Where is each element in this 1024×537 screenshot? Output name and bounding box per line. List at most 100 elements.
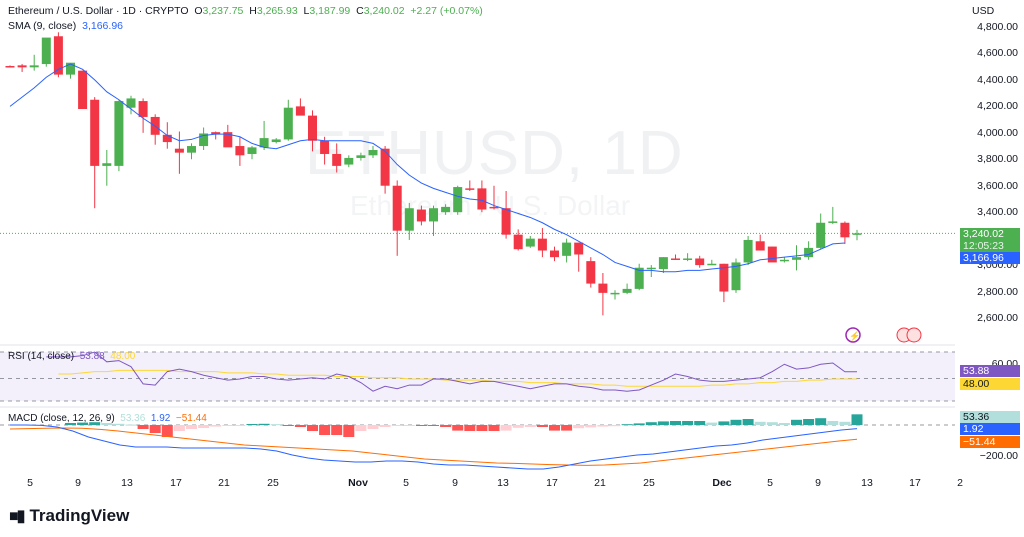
close-value: 3,240.02 [363,5,405,17]
macd-histogram-bar [77,422,89,425]
macd-histogram-bar [282,425,294,426]
macd-line [10,424,858,470]
candle-body [804,247,814,258]
price-tick: 4,200.00 [977,100,1018,113]
sma-row[interactable]: SMA (9, close) 3,166.96 [8,19,483,34]
time-tick: 17 [546,477,558,489]
macd-histogram-bar [694,421,706,425]
candle-body [78,70,88,110]
tradingview-logo[interactable]: ■▮ TradingView [9,506,129,526]
macd-histogram-bar [742,419,754,425]
candle-body [356,155,366,158]
macd-histogram-bar [331,425,343,435]
high-value: 3,265.93 [256,5,298,17]
symbol-row: Ethereum / U.S. Dollar · 1D · CRYPTO O3,… [8,4,483,19]
candle-body [320,140,330,154]
candle-body [404,208,414,231]
macd-histogram-bar [645,422,657,425]
candle-body [840,222,850,238]
candle-body [53,36,63,75]
macd-signal-line [9,427,858,466]
candle-body [525,238,535,247]
candle-body [138,101,148,117]
macd-histogram-bar [173,425,185,431]
rsi-legend[interactable]: RSI (14, close) 53.88 48.00 [8,351,135,362]
candle-body [90,99,100,166]
macd-legend[interactable]: MACD (close, 12, 26, 9) 53.36 1.92 −51.4… [8,413,207,424]
candle-body [719,263,729,292]
time-tick: 13 [861,477,873,489]
macd-histogram-bar [415,425,427,426]
macd-hist-value: 53.36 [120,413,146,424]
candle-body [199,133,209,147]
tradingview-logo-icon: ■▮ [9,508,26,525]
candle-body [66,62,75,75]
macd-histogram-bar [573,425,585,429]
time-tick: 9 [75,477,81,489]
candle-body [114,101,124,166]
candle-body [416,209,426,222]
candle-body [622,288,632,293]
candle-body [308,115,317,141]
candle-body [295,106,305,116]
brand-name: TradingView [29,506,130,525]
time-tick: 21 [218,477,230,489]
macd-histogram-bar [403,425,415,426]
open-value: 3,237.75 [202,5,244,17]
macd-line-value: 1.92 [150,413,171,424]
price-tick: 2,800.00 [977,285,1018,298]
candle-body [235,146,245,156]
lightning-event-icon[interactable] [845,327,861,343]
macd-histogram-bar [536,425,548,427]
candle-body [283,107,293,140]
macd-histogram-bar [65,423,76,425]
macd-histogram-bar [186,425,197,429]
candle-body [453,187,463,213]
candle-body [550,250,559,258]
candle-body [755,241,765,251]
sma-label: SMA (9, close) [8,20,77,32]
macd-histogram-bar [766,422,778,425]
macd-histogram-bar [791,419,802,425]
rsi-ma-badge: 48.00 [960,378,1020,390]
time-tick: 9 [815,477,821,489]
macd-histogram-bar [464,425,476,431]
macd-histogram-bar [633,423,645,425]
candle-body [41,37,51,65]
macd-histogram-bar [113,423,125,425]
currency-label[interactable]: USD [972,5,995,17]
candle-body [610,292,620,295]
time-tick: 17 [909,477,921,489]
macd-histogram-bar [270,424,282,426]
macd-histogram-bar [210,425,222,427]
price-tick: 4,400.00 [977,73,1018,86]
macd-histogram-bar [137,425,149,429]
macd-histogram-bar [549,425,560,431]
macd-histogram-bar [670,421,681,425]
us-flag-event-icon[interactable] [906,327,922,343]
macd-histogram-bar [161,425,173,437]
candle-body [489,206,499,209]
time-tick: 17 [170,477,182,489]
candle-body [223,132,233,148]
time-tick: Dec [712,477,732,489]
candle-body [743,239,753,263]
candle-body [562,242,572,256]
macd-histogram-bar [343,425,355,437]
macd-histogram-bar [452,425,464,431]
candle-body [211,132,221,135]
candle-body [634,267,644,289]
candle-body [828,221,838,223]
price-tick: 3,400.00 [977,206,1018,219]
macd-histogram-bar [222,425,234,426]
macd-histogram-bar [294,425,306,427]
high-label: H [249,5,257,17]
candle-body [816,222,826,248]
price-tick: 3,800.00 [977,153,1018,166]
symbol-title[interactable]: Ethereum / U.S. Dollar · 1D · CRYPTO [8,5,189,17]
time-tick: Nov [348,477,368,489]
macd-histogram-bar [839,421,851,425]
time-tick: 2 [957,477,963,489]
rsi-badge: 53.88 [960,365,1020,377]
